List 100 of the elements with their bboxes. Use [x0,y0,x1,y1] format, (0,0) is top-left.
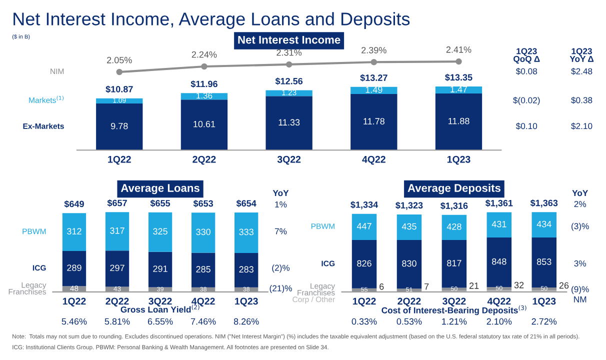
data-label: 817 [447,260,462,266]
data-label: 289 [67,264,82,271]
text: 5.81% [104,318,130,325]
data-label: 11.88 [448,118,470,124]
point [286,61,292,68]
point [201,63,208,70]
text: Cost of Interest-Bearing Deposits$^{(3)}$ [382,305,526,316]
data-label: 26 [559,282,569,289]
total-label: $653 [193,200,214,208]
x-tick-label: 2Q22 [398,298,421,306]
bar [532,238,556,288]
text: Net Interest Income, Average Loans and Deposits [14,12,410,29]
total-label: $12.56 [275,78,303,85]
x-tick-label: 4Q22 [192,298,215,306]
data-label: 312 [67,228,82,234]
bar [148,252,172,288]
text: 1Q23 QoQ Δ [514,48,540,64]
x-tick-label: 3Q22 [442,298,466,306]
text: (21)% [270,285,292,294]
data-label: 830 [402,260,416,267]
text: (3)% [572,222,589,231]
total-label: $10.87 [106,86,133,93]
text: 6.55% [148,318,173,325]
x-tick-label: 1Q22 [352,298,376,306]
text: 0.33% [352,318,377,325]
data-label: 7 [424,283,429,290]
total-label: $13.35 [445,74,472,82]
data-label: 285 [196,266,210,272]
x-tick-label: 1Q23 [235,298,258,306]
bar [96,104,143,150]
bar [396,240,422,289]
bar [191,212,216,253]
data-label: 11.33 [278,119,300,126]
chart-title: Average Loans [120,184,200,194]
total-label: $1,361 [485,200,513,208]
x-tick-label: 2Q22 [106,298,129,306]
x-tick-label: 1Q23 [447,156,470,165]
bar [62,213,86,252]
total-label: $654 [236,200,256,208]
text: 5.46% [62,318,87,325]
text: (9)% [572,286,589,294]
text: 2.10% [486,318,512,325]
data-label: 317 [110,227,124,234]
text: $(0.02) [513,96,540,106]
bar [191,252,216,288]
data-label: 428 [446,223,462,230]
bar [435,94,482,150]
total-label: $13.27 [360,74,388,82]
point [370,58,378,66]
bar [532,212,556,238]
text: 1Q23 YoY Δ [570,48,594,62]
data-label: 2.24% [192,51,217,58]
data-label: 2.05% [107,56,132,64]
bar [234,252,258,288]
bar [442,240,467,288]
x-tick-label: 2Q22 [192,156,216,165]
bar [62,251,86,286]
data-label: 848 [492,258,506,265]
text: 1% [275,201,287,208]
text: $2.10 [571,122,592,130]
bar [486,212,512,238]
text: (2)% [272,264,290,273]
bar [96,98,143,104]
bar [105,212,130,251]
text: YoY [272,190,289,196]
data-label: 9.78 [111,122,128,130]
data-label: 330 [196,228,210,236]
data-label: 435 [402,223,416,230]
text: 7.46% [190,318,216,325]
data-label: 6 [380,283,384,290]
data-label: 1.49 [366,86,382,93]
data-label: 826 [357,260,372,267]
data-label: 2.41% [446,46,472,53]
point [456,58,462,65]
bar [435,86,482,94]
bar [350,94,398,150]
data-label: 325 [153,228,168,235]
total-label: $1,316 [440,202,468,210]
data-label: 11.78 [364,118,384,124]
total-label: $655 [150,200,170,208]
data-label: 431 [492,220,506,228]
text: 0.53% [396,318,422,325]
bar [266,96,312,150]
x-tick-label: 1Q23 [532,298,556,306]
x-tick-label: 1Q22 [108,156,131,165]
text: 2% [574,201,586,208]
bar [148,212,172,252]
x-tick-label: 3Q22 [277,156,301,165]
data-label: 2.31% [276,49,302,56]
chart-title: Net Interest Income [238,36,340,44]
bar [350,86,398,94]
data-label: 291 [153,266,168,272]
text: YoY [572,190,588,196]
total-label: $649 [64,200,84,208]
x-tick-label: 4Q22 [362,156,386,165]
bar [486,237,512,288]
bar [234,212,258,253]
point [116,68,123,76]
bar [180,93,228,100]
data-label: 447 [356,223,372,230]
